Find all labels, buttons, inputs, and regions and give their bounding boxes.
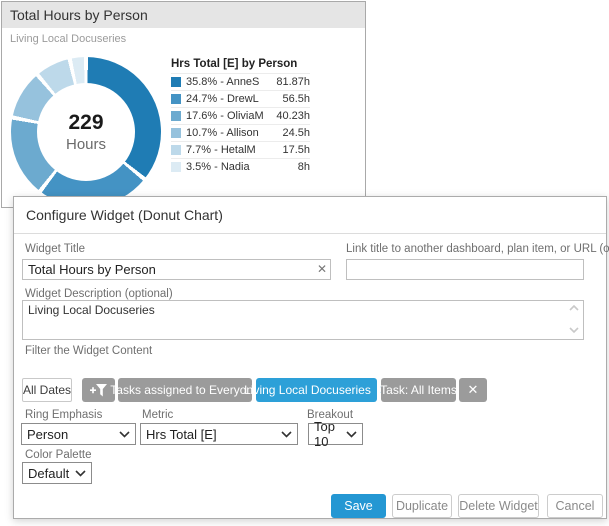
link-title-input[interactable] <box>346 259 584 280</box>
chevron-down-icon <box>346 430 357 438</box>
legend-swatch <box>171 162 181 172</box>
breakout-label: Breakout <box>307 409 354 421</box>
breakout-value: Top 10 <box>314 419 335 449</box>
duplicate-button[interactable]: Duplicate <box>392 494 452 518</box>
scroll-up-icon[interactable] <box>568 303 580 313</box>
legend-row: 7.7% - HetalM 17.5h <box>171 141 310 158</box>
ring-emphasis-label: Ring Emphasis <box>25 409 103 421</box>
filter-section-label: Filter the Widget Content <box>25 345 153 357</box>
legend-value: 81.87h <box>276 76 310 88</box>
ring-emphasis-select[interactable]: Person <box>21 423 136 445</box>
legend-swatch <box>171 128 181 138</box>
description-textarea[interactable]: Living Local Docuseries <box>22 300 584 340</box>
widget-title: Total Hours by Person <box>10 7 148 23</box>
metric-value: Hrs Total [E] <box>146 426 217 442</box>
clear-title-icon[interactable]: ✕ <box>317 262 328 276</box>
legend-value: 24.5h <box>282 127 310 139</box>
legend-label: 35.8% - AnneS <box>186 76 260 88</box>
legend-label: 3.5% - Nadia <box>186 161 250 173</box>
chart-legend: Hrs Total [E] by Person 35.8% - AnneS 81.… <box>171 58 310 175</box>
filter-chip-task-all-items[interactable]: Task: All Items <box>380 378 457 402</box>
donut-chart: 229 Hours <box>11 57 161 207</box>
metric-select[interactable]: Hrs Total [E] <box>140 423 298 445</box>
widget-preview-card: Total Hours by Person Living Local Docus… <box>1 1 366 208</box>
legend-label: 7.7% - HetalM <box>186 144 256 156</box>
dialog-title: Configure Widget (Donut Chart) <box>26 207 223 223</box>
legend-row: 24.7% - DrewL 56.5h <box>171 90 310 107</box>
all-dates-label: All Dates <box>22 383 72 397</box>
add-filter-funnel-button[interactable] <box>82 378 115 402</box>
color-palette-value: Default <box>28 465 70 481</box>
chevron-down-icon <box>75 469 86 477</box>
cancel-button[interactable]: Cancel <box>547 494 603 518</box>
widget-title-label: Widget Title <box>25 243 86 255</box>
color-palette-select[interactable]: Default <box>22 462 92 484</box>
legend-label: 17.6% - OliviaM <box>186 110 264 122</box>
description-label: Widget Description (optional) <box>25 288 173 300</box>
legend-value: 56.5h <box>282 93 310 105</box>
legend-row: 35.8% - AnneS 81.87h <box>171 73 310 90</box>
legend-swatch <box>171 77 181 87</box>
task-all-items-label: Task: All Items <box>380 383 457 397</box>
all-dates-filter-button[interactable]: All Dates <box>22 378 72 402</box>
legend-swatch <box>171 94 181 104</box>
legend-value: 40.23h <box>276 110 310 122</box>
ring-emphasis-value: Person <box>27 426 69 442</box>
donut-center: 229 Hours <box>37 83 135 181</box>
legend-value: 17.5h <box>282 144 310 156</box>
chevron-down-icon <box>281 430 292 438</box>
donut-center-label: Hours <box>65 136 106 153</box>
legend-row: 10.7% - Allison 24.5h <box>171 124 310 141</box>
legend-label: 24.7% - DrewL <box>186 93 259 105</box>
link-title-label: Link title to another dashboard, plan it… <box>346 243 609 255</box>
legend-swatch <box>171 145 181 155</box>
legend-label: 10.7% - Allison <box>186 127 259 139</box>
legend-row: 17.6% - OliviaM 40.23h <box>171 107 310 124</box>
funnel-plus-icon <box>90 383 107 396</box>
filter-chip-living-local[interactable]: Living Local Docuseries ✕ <box>244 378 389 402</box>
metric-label: Metric <box>142 409 174 421</box>
configure-widget-dialog: Configure Widget (Donut Chart) Widget Ti… <box>13 196 609 519</box>
legend-row: 3.5% - Nadia 8h <box>171 158 310 175</box>
chevron-down-icon <box>119 430 130 438</box>
tasks-everyone-label: Tasks assigned to Everyone <box>110 383 260 397</box>
living-local-label: Living Local Docuseries <box>244 383 371 397</box>
widget-title-input[interactable] <box>22 259 331 280</box>
legend-rows: 35.8% - AnneS 81.87h 24.7% - DrewL 56.5h 17.… <box>171 73 310 175</box>
save-button[interactable]: Save <box>331 494 386 518</box>
legend-swatch <box>171 111 181 121</box>
widget-subtitle: Living Local Docuseries <box>10 33 127 45</box>
dialog-separator <box>14 233 606 234</box>
clear-filters-button[interactable]: ✕ <box>459 378 487 402</box>
delete-widget-button[interactable]: Delete Widget <box>458 494 539 518</box>
donut-center-value: 229 <box>68 111 104 134</box>
legend-title: Hrs Total [E] by Person <box>171 58 298 70</box>
filter-chip-tasks-everyone[interactable]: Tasks assigned to Everyone <box>110 378 260 402</box>
color-palette-label: Color Palette <box>25 449 92 461</box>
breakout-select[interactable]: Top 10 <box>308 419 363 449</box>
scroll-down-icon[interactable] <box>568 325 580 335</box>
close-icon: ✕ <box>467 382 479 397</box>
legend-value: 8h <box>297 161 310 173</box>
widget-title-bar: Total Hours by Person <box>2 2 365 28</box>
